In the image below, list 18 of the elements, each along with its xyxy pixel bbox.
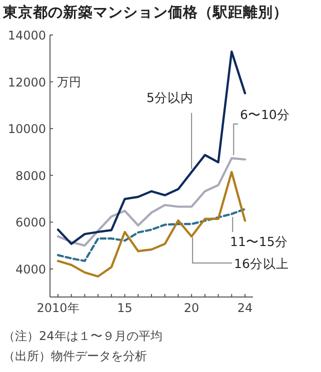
x-tick-label: 2010年 xyxy=(36,301,80,315)
x-tick-label: 24 xyxy=(237,301,253,315)
y-tick-label: 10000 xyxy=(8,122,46,136)
chart-title: 東京都の新築マンション価格（駅距離別） xyxy=(2,3,288,21)
y-tick-label: 14000 xyxy=(8,28,46,42)
text: （注）24年は１〜９月の平均 xyxy=(3,329,162,343)
x-tick-label: 20 xyxy=(184,301,200,315)
text: 16分以上 xyxy=(234,256,289,271)
text: 6〜10分 xyxy=(240,107,290,122)
y-axis-title: 万円 xyxy=(57,75,81,89)
x-tick-label: 15 xyxy=(117,301,132,315)
y-tick-label: 4000 xyxy=(15,262,46,276)
y-tick-label: 6000 xyxy=(15,216,46,230)
text: 5分以内 xyxy=(146,90,194,105)
text: （出所）物件データを分析 xyxy=(3,349,147,363)
series-label: 11〜15分 xyxy=(230,234,288,249)
y-tick-label: 12000 xyxy=(8,75,46,90)
y-tick-label: 8000 xyxy=(15,168,46,183)
